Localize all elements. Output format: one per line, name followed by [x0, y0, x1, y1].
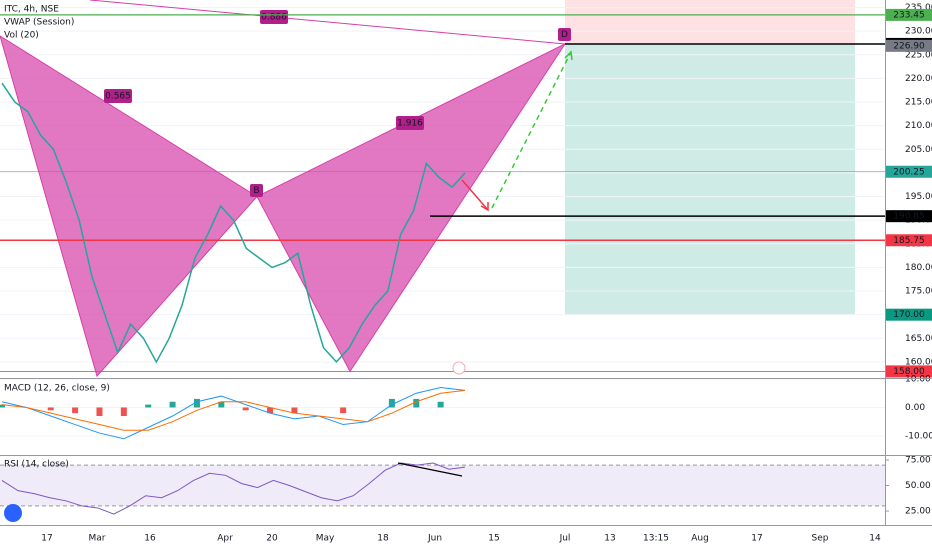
price-tag-label: 190.85	[893, 212, 925, 222]
ratio-label-bg	[104, 89, 132, 103]
y-tick-label: 75.00	[905, 456, 931, 466]
histogram-bar	[413, 398, 420, 408]
price-tag	[886, 210, 932, 223]
y-tick-label: 175.00	[905, 287, 932, 297]
histogram-bar	[218, 401, 225, 408]
y-tick-label: 235.00	[905, 3, 932, 13]
ratio-label: 1.916	[397, 119, 423, 129]
rsi-band	[0, 465, 885, 506]
y-tick-label: 10.00	[905, 374, 931, 384]
rsi-title: RSI (14, close)	[4, 460, 69, 470]
point-bg	[558, 28, 571, 41]
risk-box	[565, 0, 855, 44]
x-tick-label: Sep	[812, 534, 829, 544]
histogram-bar	[437, 401, 444, 408]
reward-box	[565, 43, 855, 315]
logo	[4, 504, 22, 522]
arrow-down	[461, 179, 489, 211]
x-tick-label: 14	[869, 534, 881, 544]
y-tick-label: 160.00	[905, 357, 932, 367]
arrow-head	[564, 50, 573, 61]
histogram-bar	[340, 407, 347, 414]
histogram-bar	[193, 398, 200, 408]
ratio-label: 0.886	[261, 13, 287, 23]
x-tick-label: Jul	[559, 534, 571, 544]
histogram-bar	[388, 398, 395, 408]
y-tick-label: 180.00	[905, 263, 932, 273]
price-tag	[886, 308, 932, 321]
x-tick-label: May	[316, 534, 335, 544]
rsi-line	[1, 462, 466, 515]
macd-line	[1, 387, 466, 440]
histogram-bar	[145, 404, 152, 408]
indicator-title: VWAP (Session)	[4, 18, 74, 28]
histogram-bar	[0, 404, 5, 408]
ratio-label-bg	[260, 10, 288, 24]
signal-line	[1, 389, 466, 431]
y-tick-label: -10.00	[905, 431, 932, 441]
rsi-divergence-line	[397, 462, 463, 477]
point-label: D	[561, 30, 568, 40]
histogram-bar	[47, 407, 54, 411]
x-tick-label: Aug	[691, 534, 709, 544]
price-tag-label: 170.00	[893, 310, 925, 320]
price-tag-label: 185.75	[893, 236, 925, 246]
y-tick-label: 220.00	[905, 74, 932, 84]
price-tag	[886, 234, 932, 247]
y-tick-label: 0.00	[905, 403, 925, 413]
x-tick-label: 16	[144, 534, 156, 544]
price-tag-label: 226.90	[893, 41, 925, 51]
x-tick-label: Apr	[217, 534, 233, 544]
x-tick-label: 13:15	[643, 534, 669, 544]
x-tick-label: Jun	[427, 534, 442, 544]
symbol-title: ITC, 4h, NSE	[4, 5, 59, 15]
indicator-title: Vol (20)	[4, 31, 39, 41]
price-tag-label: 158.00	[893, 367, 925, 377]
x-tick-label: 20	[266, 534, 278, 544]
point-bg	[250, 184, 263, 197]
ratio-label: 0.565	[105, 92, 131, 102]
ratio-label-bg	[396, 116, 424, 130]
price-tag-label: 233.45	[893, 10, 925, 20]
price-tag	[886, 165, 932, 178]
y-tick-label: 195.00	[905, 192, 932, 202]
price-tag	[886, 39, 932, 52]
price-tag-label: 200.25	[893, 167, 925, 177]
histogram-bar	[291, 407, 298, 414]
x-tick-label: 17	[751, 534, 762, 544]
x-tick-label: 15	[488, 534, 499, 544]
macd-title: MACD (12, 26, close, 9)	[4, 384, 110, 394]
y-tick-label: 225.00	[905, 50, 932, 60]
pattern-xd	[89, 0, 566, 45]
pattern-xab	[0, 35, 258, 378]
price-tag	[886, 365, 932, 378]
histogram-bar	[96, 407, 103, 417]
arrow-head	[480, 202, 489, 212]
price-line	[1, 82, 466, 364]
histogram-bar	[267, 407, 274, 414]
histogram-bar	[120, 407, 127, 417]
histogram-bar	[169, 401, 176, 408]
y-tick-label: 25.00	[905, 507, 931, 517]
y-tick-label: 215.00	[905, 98, 932, 108]
x-tick-label: 13	[604, 534, 615, 544]
price-tag	[886, 8, 932, 21]
y-tick-label: 205.00	[905, 145, 932, 155]
point-label: B	[253, 186, 259, 196]
arrow-up	[491, 51, 572, 209]
histogram-bar	[242, 407, 249, 411]
y-tick-label: 230.00	[905, 27, 932, 37]
earnings-marker	[452, 361, 466, 375]
histogram-bar	[72, 407, 79, 414]
x-tick-label: 17	[41, 534, 52, 544]
y-tick-label: 50.00	[905, 481, 931, 491]
x-tick-label: 18	[377, 534, 389, 544]
y-tick-label: 165.00	[905, 334, 932, 344]
x-tick-label: Mar	[89, 534, 106, 544]
y-tick-label: 210.00	[905, 121, 932, 131]
